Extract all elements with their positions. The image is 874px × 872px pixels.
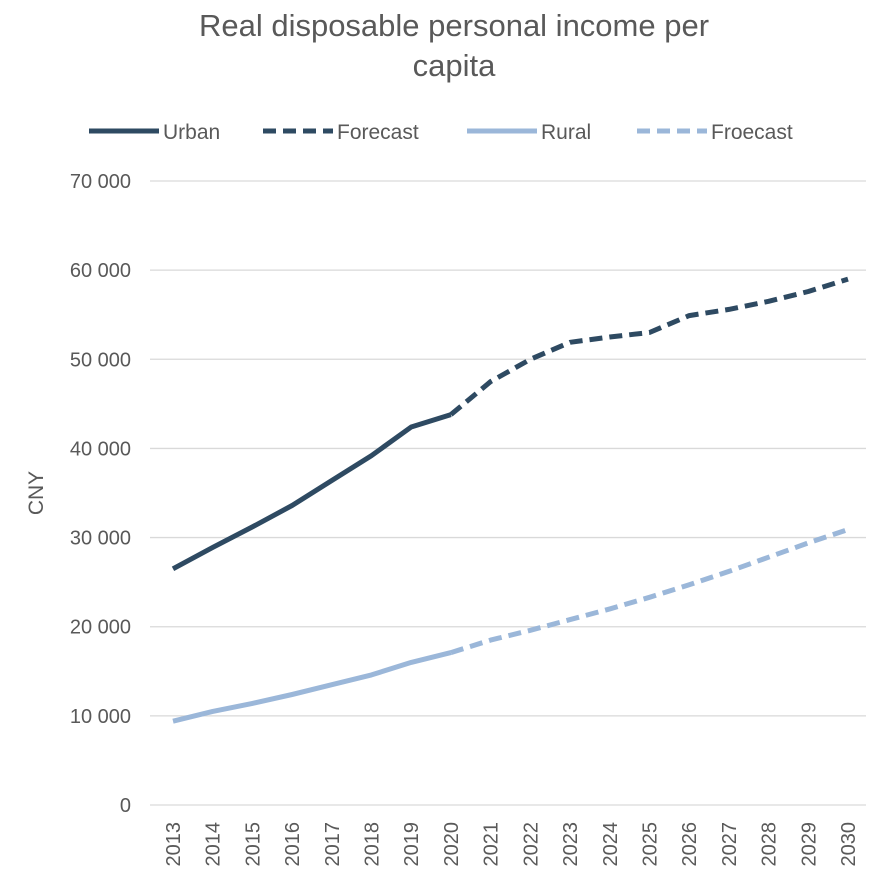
y-tick-label: 70 000 (70, 171, 131, 193)
x-tick-label: 2016 (282, 822, 304, 867)
y-tick-label: 40 000 (70, 438, 131, 460)
series-lines (171, 276, 849, 724)
x-axis-tick-labels: 2013 2014 2015 2016 2017 2018 2019 2020 2021 2022… (163, 822, 860, 867)
x-tick-label: 2021 (481, 822, 503, 867)
gridlines (150, 180, 866, 806)
y-tick-label: 0 (120, 795, 131, 817)
series-line (449, 276, 849, 417)
y-axis-tick-labels: 0 10 000 20 000 30 000 40 000 50 000 60 000 70 … (70, 171, 131, 817)
legend-label: Urban (163, 121, 220, 144)
chart-title: Real disposable personal income per capi… (0, 6, 874, 86)
legend-label: Rural (541, 121, 591, 144)
x-tick-label: 2020 (441, 822, 463, 867)
series-line (450, 527, 849, 655)
y-axis-label: CNY (25, 471, 48, 515)
x-tick-label: 2024 (600, 822, 622, 867)
x-tick-label: 2013 (163, 822, 185, 867)
x-tick-label: 2030 (838, 822, 860, 867)
series-line (171, 412, 452, 572)
x-tick-label: 2022 (520, 822, 542, 867)
x-tick-label: 2014 (203, 822, 225, 867)
chart-title-line-2: capita (412, 48, 496, 83)
x-tick-label: 2026 (679, 822, 701, 867)
legend-label: Froecast (711, 121, 793, 144)
chart-title-line-1: Real disposable personal income per (198, 8, 710, 43)
y-tick-label: 60 000 (70, 260, 131, 282)
y-tick-label: 50 000 (70, 349, 131, 371)
x-tick-label: 2017 (322, 822, 344, 867)
x-tick-label: 2027 (719, 822, 741, 867)
x-tick-label: 2019 (401, 822, 423, 867)
x-tick-label: 2015 (242, 822, 264, 867)
x-tick-label: 2018 (362, 822, 384, 867)
y-tick-label: 30 000 (70, 528, 131, 550)
y-tick-label: 20 000 (70, 617, 131, 639)
x-tick-label: 2023 (560, 822, 582, 867)
series-line (172, 650, 452, 724)
x-tick-label: 2025 (639, 822, 661, 867)
legend: Urban Forecast Rural Froecast (89, 121, 793, 144)
y-tick-label: 10 000 (70, 706, 131, 728)
x-tick-label: 2028 (759, 822, 781, 867)
legend-label: Forecast (337, 121, 419, 144)
x-tick-label: 2029 (798, 822, 820, 867)
